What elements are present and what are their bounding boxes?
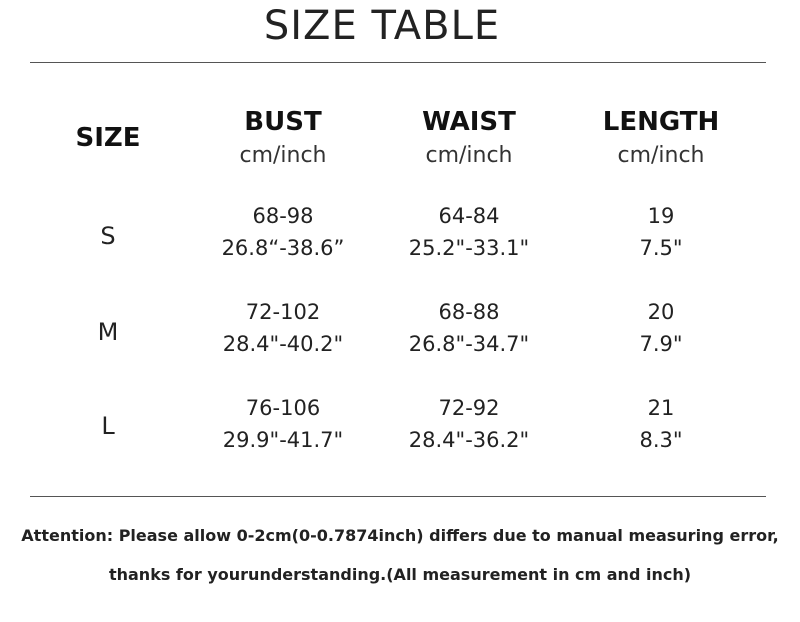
bust-header-unit: cm/inch	[239, 143, 327, 168]
waist-header-unit: cm/inch	[425, 143, 513, 168]
length-cm-l: 21	[647, 396, 675, 420]
length-header-label: LENGTH	[602, 107, 720, 137]
bust-cell-m: 72-102 28.4"-40.2"	[203, 296, 363, 360]
length-cell-l: 21 8.3"	[581, 392, 741, 456]
waist-cm-l: 72-92	[438, 396, 500, 420]
size-label-m: M	[97, 318, 119, 346]
length-column-header: LENGTH cm/inch	[581, 106, 741, 174]
waist-cell-l: 72-92 28.4"-36.2"	[389, 392, 549, 456]
bust-cm-s: 68-98	[252, 204, 314, 228]
waist-cell-s: 64-84 25.2"-33.1"	[389, 200, 549, 264]
length-cm-m: 20	[647, 300, 675, 324]
waist-column-header: WAIST cm/inch	[389, 106, 549, 174]
length-inch-s: 7.5"	[639, 236, 683, 260]
size-label-l: L	[101, 412, 115, 440]
bust-inch-s: 26.8“-38.6”	[221, 236, 345, 260]
waist-cm-m: 68-88	[438, 300, 500, 324]
bust-column-header: BUST cm/inch	[203, 106, 363, 174]
bust-cm-m: 72-102	[245, 300, 321, 324]
bust-cm-l: 76-106	[245, 396, 321, 420]
waist-header-label: WAIST	[422, 107, 516, 137]
size-column-header: SIZE	[75, 123, 141, 153]
waist-inch-s: 25.2"-33.1"	[408, 236, 530, 260]
size-label-s: S	[100, 222, 116, 250]
length-header-unit: cm/inch	[617, 143, 705, 168]
length-cm-s: 19	[647, 204, 675, 228]
top-divider	[30, 62, 766, 63]
bust-header-label: BUST	[244, 107, 322, 137]
length-cell-s: 19 7.5"	[581, 200, 741, 264]
bust-cell-l: 76-106 29.9"-41.7"	[203, 392, 363, 456]
bust-cell-s: 68-98 26.8“-38.6”	[203, 200, 363, 264]
waist-inch-m: 26.8"-34.7"	[408, 332, 530, 356]
waist-cm-s: 64-84	[438, 204, 500, 228]
length-cell-m: 20 7.9"	[581, 296, 741, 360]
waist-cell-m: 68-88 26.8"-34.7"	[389, 296, 549, 360]
waist-inch-l: 28.4"-36.2"	[408, 428, 530, 452]
length-inch-l: 8.3"	[639, 428, 683, 452]
bust-inch-m: 28.4"-40.2"	[222, 332, 344, 356]
page-title: SIZE TABLE	[263, 3, 501, 49]
bust-inch-l: 29.9"-41.7"	[222, 428, 344, 452]
bottom-divider	[30, 496, 766, 497]
attention-note: Attention: Please allow 0-2cm(0-0.7874in…	[21, 526, 779, 545]
measurement-note: thanks for yourunderstanding.(All measur…	[108, 565, 692, 584]
length-inch-m: 7.9"	[639, 332, 683, 356]
